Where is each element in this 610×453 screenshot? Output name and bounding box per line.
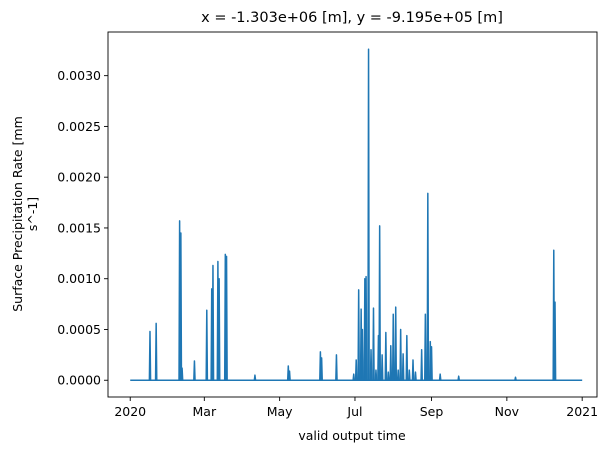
y-axis-label-line-1: Surface Precipitation Rate [mm [10,116,25,312]
series-spike [357,289,361,381]
series-spike [211,264,215,381]
series-spike [180,367,184,381]
series-spike [361,328,364,381]
series-spike [384,331,388,381]
series-spike [420,349,424,381]
series-layer [130,48,583,382]
x-tick-label: Jul [346,404,362,419]
series-spike [354,359,358,381]
series-spike [396,369,400,381]
series-spike [193,360,196,381]
series-spike [369,349,373,381]
plot-area [107,31,598,398]
series-spike [154,322,158,381]
chart-title: x = -1.303e+06 [m], y = -9.195e+05 [m] [201,10,503,26]
series-spike [335,354,338,381]
x-tick-label: May [267,404,293,419]
series-spike [424,313,427,381]
series-spike [426,192,430,381]
x-tick-label: 2021 [566,404,598,419]
series-spike [148,330,152,381]
y-tick-label: 0.0015 [57,220,101,235]
x-tick-label: Sep [420,404,444,419]
x-tick-label: 2020 [114,404,146,419]
series-spike [364,275,368,381]
x-axis-label: valid output time [298,428,406,443]
series-spike [399,328,403,381]
y-tick-label: 0.0000 [57,373,101,388]
series-spike [438,373,442,381]
x-axis-ticks: 2020 Mar May Jul Sep Nov 2021 [114,397,598,419]
y-tick-label: 0.0010 [57,271,101,286]
series-spike [394,306,398,381]
series-spike [179,232,183,381]
series-spike [386,371,390,381]
series-spike [288,370,291,381]
y-axis-label: Surface Precipitation Rate [mm s^-1] [10,116,40,312]
series-spike [374,369,378,381]
series-spike [205,309,209,381]
series-spike [217,277,221,381]
series-spike [405,334,409,381]
y-tick-label: 0.0020 [57,170,101,185]
y-axis-ticks: 0.0000 0.0005 0.0010 0.0015 0.0020 0.0025 0.00… [57,68,108,388]
series-spike [320,357,323,381]
series-spike [401,353,405,381]
series-spike [378,225,382,381]
x-tick-label: Mar [193,404,217,419]
series-spike [253,374,257,381]
series-spike [430,345,433,381]
series-spike [225,255,228,381]
series-spike [367,48,370,381]
series-spike [391,313,395,381]
y-tick-label: 0.0025 [57,119,101,134]
y-tick-label: 0.0030 [57,68,101,83]
series-spike [407,369,411,381]
series-spike [372,307,375,381]
series-spike [389,344,393,381]
series-spike [457,375,461,381]
series-spike [414,371,417,381]
y-tick-label: 0.0005 [57,322,101,337]
series-spike [352,373,356,381]
series-spike [514,376,517,381]
series-spike [411,359,415,381]
series-spike [553,301,557,381]
x-tick-label: Nov [495,404,520,419]
y-axis-label-line-2: s^-1] [25,197,40,231]
axes-frame [107,31,598,398]
series-spike [380,354,384,381]
